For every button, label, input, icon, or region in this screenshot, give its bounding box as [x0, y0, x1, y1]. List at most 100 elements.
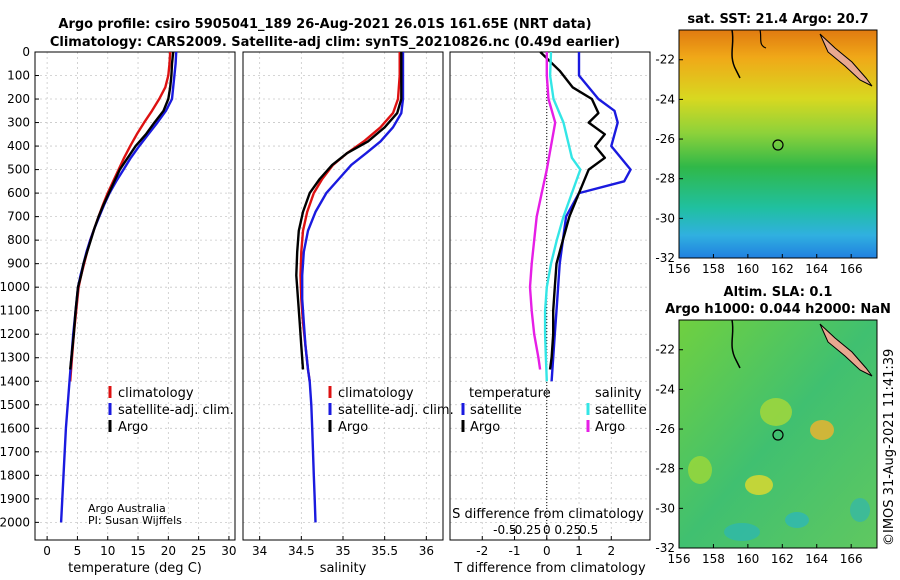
map-y-tick-label: -22: [655, 53, 675, 67]
sla-anomaly-low: [850, 498, 870, 522]
map-y-tick-label: -30: [655, 211, 675, 225]
map-x-tick-label: 166: [840, 262, 863, 276]
sst-field: [679, 30, 877, 258]
argo-location-marker: [772, 429, 784, 441]
credit-line-1: Argo Australia: [88, 502, 166, 515]
s-tick-label: 0: [543, 523, 551, 537]
sla-anomaly-high: [745, 475, 773, 495]
y-tick-label: 1000: [0, 280, 30, 294]
x-tick-label: 1: [575, 544, 583, 558]
series-line: [539, 51, 606, 370]
difference-legend: temperature satellite Argo salinity sate…: [461, 386, 647, 435]
argo-location-marker: [772, 139, 784, 151]
map-y-tick-label: -32: [655, 541, 675, 555]
plot-frame: [34, 51, 236, 541]
temperature-legend: climatology satellite-adj. clim. Argo: [108, 386, 234, 435]
y-tick-label: 100: [7, 69, 30, 83]
legend-argo-label: Argo: [118, 420, 148, 435]
legend-temp-satellite-label: satellite: [470, 403, 522, 418]
x-tick-label: 34: [252, 544, 267, 558]
s-tick-label: 0.5: [579, 523, 598, 537]
sla-field: [679, 320, 877, 548]
x-tick-label: 20: [161, 544, 176, 558]
x-tick-label: 0: [543, 544, 551, 558]
sla-anomaly-high: [688, 456, 712, 484]
map-y-tick-label: -22: [655, 343, 675, 357]
y-tick-label: 700: [7, 210, 30, 224]
map-x-tick-label: 166: [840, 552, 863, 566]
sla-map-frame: [678, 319, 878, 549]
y-tick-label: 600: [7, 186, 30, 200]
legend-sal-argo-label: Argo: [595, 420, 625, 435]
s-tick-label: -0.5: [493, 523, 516, 537]
new-caledonia-island: [819, 33, 873, 87]
x-axis-label: T difference from climatology: [453, 561, 646, 576]
sla-map-title-line-1: Altim. SLA: 0.1: [724, 285, 833, 300]
map-y-tick-label: -32: [655, 251, 675, 265]
australia-coastline: [731, 319, 741, 369]
new-caledonia-island: [819, 323, 873, 377]
y-tick-label: 400: [7, 139, 30, 153]
x-tick-label: 25: [191, 544, 206, 558]
x-tick-label: 15: [130, 544, 145, 558]
map-x-tick-label: 164: [805, 262, 828, 276]
plot-frame: [449, 51, 651, 541]
map-y-tick-label: -30: [655, 501, 675, 515]
plot-frame: [242, 51, 444, 541]
y-tick-label: 1700: [0, 445, 30, 459]
legend-satellite-label: satellite-adj. clim.: [338, 403, 454, 418]
map-x-tick-label: 156: [668, 552, 691, 566]
map-x-tick-label: 162: [771, 552, 794, 566]
y-tick-label: 1100: [0, 304, 30, 318]
x-tick-label: -1: [509, 544, 521, 558]
map-y-tick-label: -26: [655, 422, 675, 436]
map-x-tick-label: 160: [736, 552, 759, 566]
y-tick-label: 1600: [0, 421, 30, 435]
sla-anomaly-high: [760, 398, 792, 426]
sla-map-title-line-2: Argo h1000: 0.044 h2000: NaN: [665, 302, 891, 317]
x-tick-label: 34.5: [288, 544, 315, 558]
series-line: [543, 51, 582, 382]
x-tick-label: 10: [100, 544, 115, 558]
map-y-tick-label: -28: [655, 172, 675, 186]
y-tick-label: 800: [7, 233, 30, 247]
map-x-tick-label: 158: [702, 552, 725, 566]
s-tick-label: 0.25: [554, 523, 581, 537]
legend-satellite-label: satellite-adj. clim.: [118, 403, 234, 418]
x-axis-label: salinity: [320, 561, 367, 576]
sla-map-panel: Altim. SLA: 0.1 Argo h1000: 0.044 h2000:…: [655, 285, 890, 566]
sla-map-axes: 156 158 160 162 164 166 -22 -24 -26 -28 -30 -32: [655, 343, 862, 566]
map-x-tick-label: 162: [771, 262, 794, 276]
imos-watermark: ©IMOS 31-Aug-2021 11:41:39: [882, 349, 897, 546]
x-tick-label: 2: [607, 544, 615, 558]
sla-anomaly-low: [724, 523, 760, 541]
series-line: [301, 52, 405, 523]
legend-climatology-label: climatology: [118, 386, 194, 401]
x-tick-label: 0: [43, 544, 51, 558]
sst-map-frame: [678, 29, 878, 259]
legend-temperature-title: temperature: [469, 386, 551, 401]
sla-anomaly-low: [785, 512, 809, 528]
x-tick-label: 36: [419, 544, 434, 558]
sla-anomaly-high: [810, 420, 834, 440]
map-y-tick-label: -24: [655, 92, 675, 106]
y-tick-label: 900: [7, 257, 30, 271]
map-y-tick-label: -28: [655, 462, 675, 476]
title-line-1: Argo profile: csiro 5905041_189 26-Aug-2…: [58, 17, 591, 32]
s-tick-label: -0.25: [510, 523, 541, 537]
salinity-legend: climatology satellite-adj. clim. Argo: [328, 386, 454, 435]
title-line-2: Climatology: CARS2009. Satellite-adj cli…: [50, 35, 620, 50]
map-x-tick-label: 156: [668, 262, 691, 276]
legend-argo-label: Argo: [338, 420, 368, 435]
map-y-tick-label: -26: [655, 132, 675, 146]
coastline-fragment: [759, 29, 767, 49]
x-tick-label: 30: [221, 544, 236, 558]
australia-coastline: [731, 29, 741, 79]
y-tick-label: 0: [22, 45, 30, 59]
y-tick-label: 300: [7, 116, 30, 130]
temperature-panel: 0 5 10 15 20 25 300100200300400500600700800900…: [0, 45, 237, 576]
x-tick-label: -2: [476, 544, 488, 558]
map-x-tick-label: 158: [702, 262, 725, 276]
